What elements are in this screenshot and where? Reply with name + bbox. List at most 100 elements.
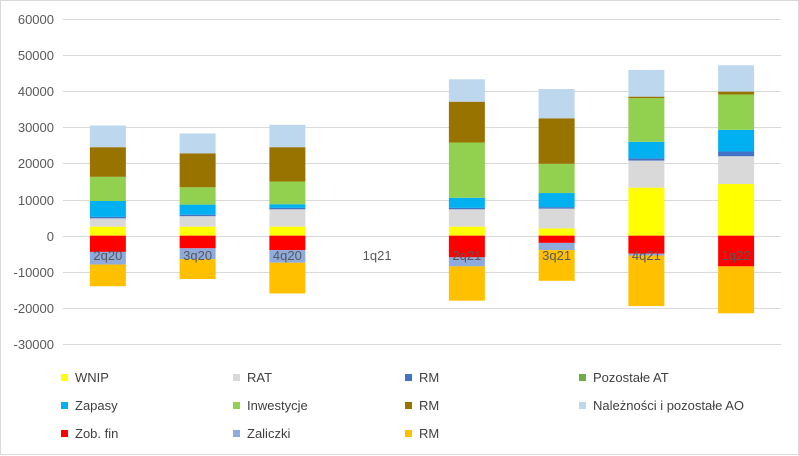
bar-segment (179, 187, 216, 205)
legend-item: RM (405, 368, 439, 386)
y-tick-label: -30000 (14, 337, 54, 352)
y-tick-label: 50000 (18, 48, 54, 63)
x-tick-label: 2q21 (452, 248, 481, 263)
legend-swatch (233, 401, 240, 409)
y-tick-label: 10000 (18, 193, 54, 208)
bar-segment (179, 216, 216, 227)
legend-swatch (405, 373, 412, 381)
bar-segment (538, 208, 575, 229)
bar-segment (269, 209, 306, 227)
legend-swatch (579, 373, 586, 381)
bar-segment (89, 125, 126, 148)
bar-segment (269, 181, 306, 205)
bar-segment (718, 65, 755, 92)
bar-segment (448, 142, 485, 198)
x-axis-tick-labels: 2q20 3q20 4q20 1q21 2q21 3q21 4q21 1q22 (93, 248, 750, 263)
bar-segment (628, 69, 665, 97)
legend-swatch (61, 429, 68, 437)
y-tick-label: 30000 (18, 120, 54, 135)
x-tick-label: 3q21 (542, 248, 571, 263)
bar-segment (179, 153, 216, 188)
legend-swatch (405, 401, 412, 409)
legend-item: Należności i pozostałe AO (579, 396, 744, 414)
bar-segment (538, 193, 575, 208)
bar-segment (448, 266, 485, 301)
legend-swatch (61, 401, 68, 409)
bar-segment (628, 98, 665, 142)
legend-swatch (405, 429, 412, 437)
legend-label: Należności i pozostałe AO (593, 397, 745, 413)
legend-item: Zapasy (61, 396, 118, 414)
bar-segment (269, 262, 306, 294)
bar-segment (448, 257, 485, 267)
bar-segment (179, 214, 216, 217)
bar-segment (269, 204, 306, 208)
bar-segment (718, 156, 755, 185)
bar-segment (538, 163, 575, 194)
bar-segment (628, 158, 665, 161)
legend-item: RAT (233, 368, 272, 386)
bar-segment (89, 218, 126, 227)
bar-segment (448, 79, 485, 102)
bar-segment (538, 242, 575, 251)
bar-segment (448, 209, 485, 227)
bar-segment (269, 235, 306, 251)
bar-segment (448, 235, 485, 258)
y-tick-label: 60000 (18, 12, 54, 27)
legend-item: Pozostałe AT (579, 368, 669, 386)
bar-segment (179, 235, 216, 249)
bar-segment (718, 184, 755, 236)
legend-label: RM (419, 397, 440, 413)
bar-segment (89, 235, 126, 252)
bar-segment (269, 250, 306, 263)
y-tick-label: 40000 (18, 84, 54, 99)
bar-segment (448, 101, 485, 143)
bar-segment (718, 235, 755, 267)
bar-segment (269, 124, 306, 148)
legend-swatch (233, 429, 240, 437)
legend-swatch (61, 373, 68, 381)
legend-item: Inwestycje (233, 396, 308, 414)
bar-segment (538, 207, 575, 209)
bar-segment (718, 266, 755, 314)
bar-segment (538, 235, 575, 243)
bar-segment (89, 147, 126, 177)
bars (89, 65, 755, 314)
y-tick-label: -10000 (14, 265, 54, 280)
x-tick-label: 2q20 (93, 248, 122, 263)
legend-label: RM (419, 425, 440, 441)
legend-label: RAT (247, 369, 273, 385)
bar-segment (89, 201, 126, 217)
bar-segment (89, 264, 126, 287)
legend-label: Pozostałe AT (593, 369, 669, 385)
bar-segment (89, 216, 126, 219)
bar-segment (628, 253, 665, 256)
legend-swatch (233, 373, 240, 381)
bar-segment (269, 207, 306, 210)
y-tick-label: 20000 (18, 156, 54, 171)
bar-segment (718, 91, 755, 95)
legend: WNIP RAT RM Pozostałe AT Zapasy Inwestycje RM N… (1, 363, 799, 456)
legend-item: Zob. fin (61, 424, 118, 442)
gridlines (63, 19, 781, 345)
bar-segment (538, 228, 575, 236)
y-tick-label: -20000 (14, 301, 54, 316)
bar-segment (179, 226, 216, 236)
bar-segment (179, 259, 216, 279)
bar-segment (179, 204, 216, 215)
bar-segment (269, 226, 306, 236)
bar-segment (718, 151, 755, 157)
bar-segment (448, 207, 485, 210)
bar-segment (538, 89, 575, 119)
legend-label: Zapasy (75, 397, 118, 413)
legend-label: Zaliczki (247, 425, 291, 441)
y-axis-tick-labels: -30000 -20000 -10000 0 10000 20000 30000 40000 5… (14, 12, 54, 352)
x-tick-label: 3q20 (183, 248, 212, 263)
x-tick-label: 1q21 (363, 248, 392, 263)
bar-segment (628, 96, 665, 99)
bar-segment (538, 250, 575, 281)
legend-swatch (579, 401, 586, 409)
bar-segment (538, 118, 575, 164)
legend-label: RM (419, 369, 440, 385)
